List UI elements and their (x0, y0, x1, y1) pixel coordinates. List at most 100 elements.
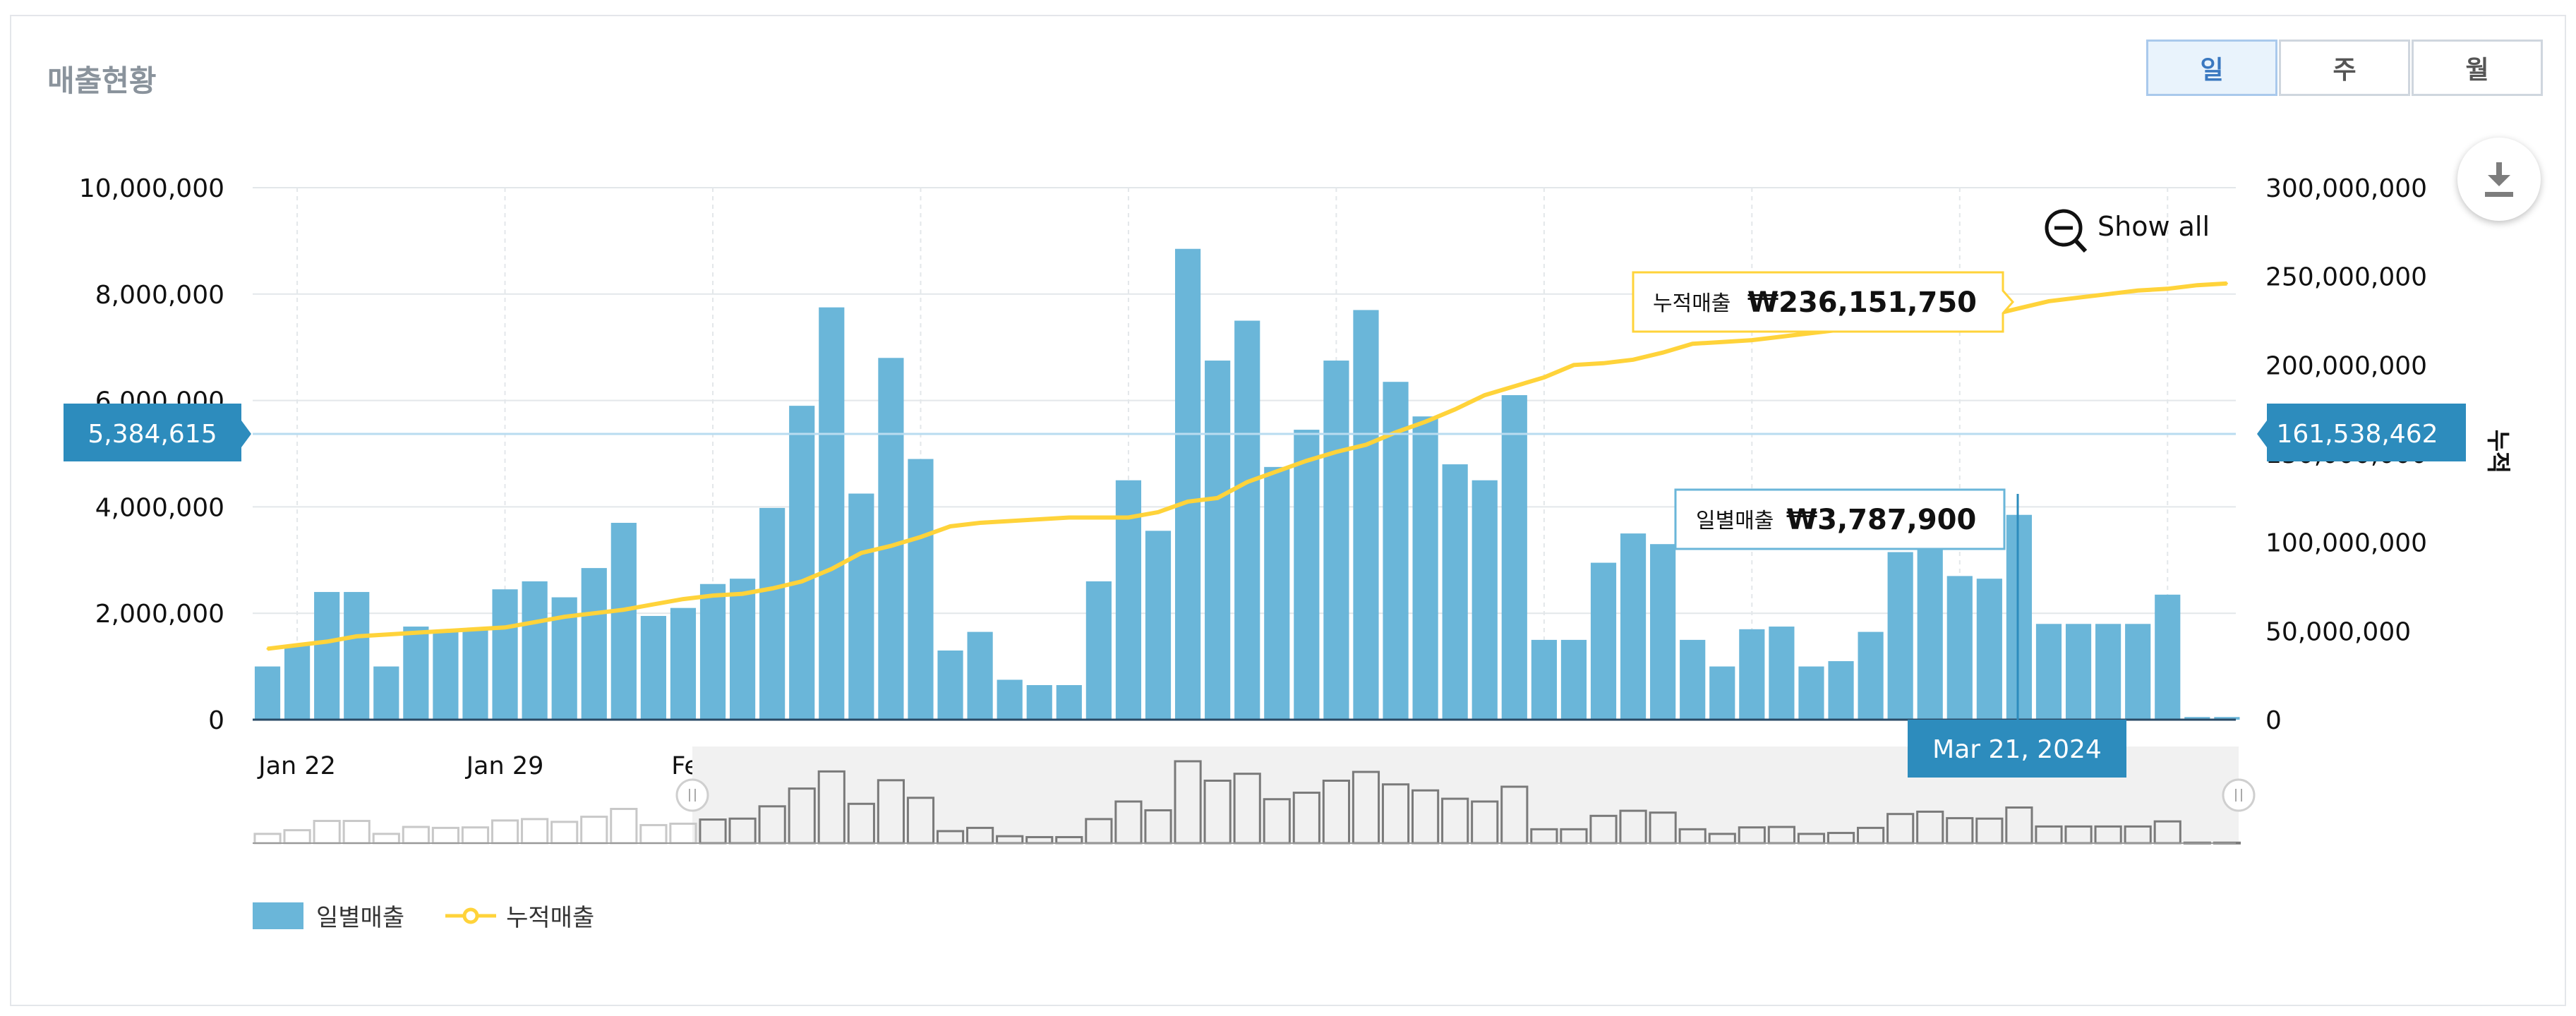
daily-bar[interactable] (789, 406, 815, 720)
daily-bar[interactable] (522, 581, 548, 720)
daily-bar[interactable] (1174, 248, 1201, 720)
daily-bar[interactable] (1946, 576, 1973, 720)
daily-bar[interactable] (1264, 466, 1290, 720)
daily-bar[interactable] (2035, 624, 2062, 720)
cumulative-point[interactable] (1572, 363, 1575, 366)
daily-bar[interactable] (819, 307, 845, 720)
download-button[interactable] (2457, 138, 2541, 221)
cumulative-point[interactable] (1661, 351, 1664, 354)
daily-bar[interactable] (1501, 395, 1527, 720)
daily-bar[interactable] (878, 358, 904, 720)
daily-bar[interactable] (1650, 544, 1676, 720)
cumulative-point[interactable] (2196, 284, 2198, 286)
cumulative-point[interactable] (1543, 376, 1546, 379)
cumulative-point[interactable] (800, 580, 803, 583)
cumulative-point[interactable] (1602, 362, 1605, 365)
cumulative-point[interactable] (563, 615, 566, 618)
daily-bar[interactable] (848, 493, 874, 720)
daily-bar[interactable] (373, 666, 399, 720)
navigator-left-handle[interactable] (675, 778, 709, 812)
daily-bar[interactable] (1205, 361, 1231, 720)
daily-bar[interactable] (759, 507, 786, 720)
daily-bar[interactable] (2155, 594, 2181, 720)
cumulative-point[interactable] (2047, 300, 2050, 303)
cumulative-point[interactable] (296, 643, 299, 646)
cumulative-point[interactable] (741, 593, 744, 595)
daily-bar[interactable] (967, 631, 993, 720)
daily-bar[interactable] (1828, 661, 1854, 720)
cumulative-point[interactable] (830, 567, 833, 570)
daily-bar[interactable] (729, 579, 756, 720)
daily-bar[interactable] (1858, 631, 1884, 720)
cumulative-point[interactable] (266, 647, 269, 650)
cumulative-point[interactable] (2077, 296, 2080, 299)
cumulative-point[interactable] (1127, 516, 1130, 519)
cumulative-point[interactable] (860, 552, 862, 555)
daily-bar[interactable] (403, 627, 429, 720)
period-day-button[interactable]: 일 (2146, 40, 2277, 96)
daily-bar[interactable] (1353, 310, 1379, 720)
daily-bar[interactable] (997, 679, 1023, 720)
cumulative-point[interactable] (919, 536, 922, 538)
cumulative-point[interactable] (1364, 443, 1367, 446)
daily-bar[interactable] (2065, 624, 2092, 720)
daily-bar[interactable] (1294, 430, 1320, 720)
cumulative-point[interactable] (1275, 470, 1278, 473)
daily-bar[interactable] (1471, 480, 1498, 720)
cumulative-point[interactable] (622, 608, 625, 611)
cumulative-point[interactable] (534, 621, 536, 624)
daily-bar[interactable] (1323, 361, 1349, 720)
cumulative-point[interactable] (325, 640, 328, 643)
cumulative-point[interactable] (1246, 480, 1248, 483)
cumulative-point[interactable] (1483, 394, 1486, 397)
daily-bar[interactable] (908, 459, 934, 720)
daily-bar[interactable] (1442, 464, 1468, 720)
daily-bar[interactable] (314, 592, 340, 720)
cumulative-point[interactable] (1335, 450, 1337, 453)
daily-bar[interactable] (937, 650, 963, 720)
daily-bar[interactable] (1680, 639, 1706, 720)
cumulative-point[interactable] (1721, 341, 1723, 344)
daily-bar[interactable] (1115, 480, 1142, 720)
daily-bar[interactable] (1531, 639, 1557, 720)
daily-bar[interactable] (1412, 416, 1438, 720)
cumulative-point[interactable] (1068, 516, 1071, 519)
daily-bar[interactable] (1560, 639, 1587, 720)
cumulative-point[interactable] (593, 612, 596, 615)
cumulative-point[interactable] (1038, 518, 1041, 521)
cumulative-point[interactable] (414, 631, 417, 634)
daily-bar[interactable] (670, 607, 697, 720)
cumulative-point[interactable] (444, 629, 447, 632)
daily-bar[interactable] (1590, 562, 1617, 720)
cumulative-point[interactable] (889, 545, 892, 548)
show-all-button[interactable]: Show all (2045, 209, 2210, 253)
cumulative-point[interactable] (771, 587, 774, 590)
cumulative-point[interactable] (1750, 339, 1753, 341)
cumulative-point[interactable] (1097, 516, 1100, 519)
daily-bar[interactable] (284, 645, 311, 720)
daily-bar[interactable] (1620, 533, 1647, 720)
daily-bar[interactable] (699, 583, 726, 720)
cumulative-point[interactable] (652, 603, 655, 606)
daily-bar[interactable] (1917, 538, 1943, 720)
cumulative-point[interactable] (1424, 421, 1427, 423)
cumulative-point[interactable] (1691, 342, 1694, 345)
cumulative-point[interactable] (1009, 520, 1011, 523)
daily-bar[interactable] (344, 592, 370, 720)
daily-bar[interactable] (1234, 320, 1260, 720)
daily-bar[interactable] (2006, 514, 2033, 720)
daily-bar[interactable] (640, 615, 666, 720)
daily-bar[interactable] (581, 568, 607, 720)
daily-bar[interactable] (1887, 552, 1913, 720)
daily-bar[interactable] (2184, 717, 2210, 720)
period-week-button[interactable]: 주 (2279, 40, 2410, 96)
daily-bar[interactable] (1739, 629, 1765, 720)
daily-bar[interactable] (1976, 579, 2002, 720)
cumulative-point[interactable] (385, 633, 387, 636)
cumulative-point[interactable] (2018, 307, 2021, 310)
navigator-right-handle[interactable] (2222, 778, 2256, 812)
daily-bar[interactable] (1709, 666, 1735, 720)
cumulative-point[interactable] (2107, 293, 2109, 296)
daily-bar[interactable] (1798, 666, 1824, 720)
daily-bar[interactable] (1056, 684, 1082, 720)
